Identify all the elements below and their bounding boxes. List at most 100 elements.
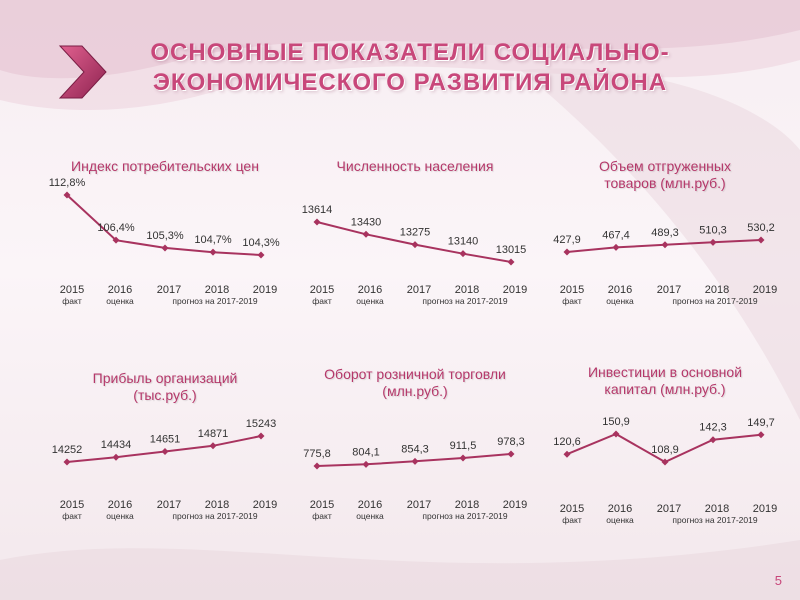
data-label: 13614 [302, 204, 333, 216]
data-point [257, 432, 265, 440]
chart-title-line: товаров (млн.руб.) [604, 175, 726, 191]
data-label: 978,3 [497, 436, 525, 448]
data-point [161, 448, 169, 456]
tick-label: 2018 [205, 284, 229, 296]
tick-label: 2019 [503, 499, 527, 511]
data-point [63, 191, 71, 199]
chevron-right-icon [58, 45, 107, 99]
data-point [507, 258, 515, 266]
tick-label: 2017 [157, 284, 181, 296]
period-note-estimate: оценка [356, 296, 384, 306]
period-note-estimate: оценка [606, 296, 634, 306]
data-point [362, 230, 370, 238]
data-point [161, 244, 169, 252]
chart-title: Объем отгруженных товаров (млн.руб.) [545, 158, 785, 192]
data-label: 510,3 [699, 224, 727, 236]
tick-label: 2015 [310, 499, 334, 511]
chart-title-line: Инвестиции в основной [587, 364, 743, 380]
tick-label: 2017 [657, 503, 681, 515]
data-label: 854,3 [401, 443, 429, 455]
data-point [257, 251, 265, 259]
chart-panel-1: Индекс потребительских цен 112,8% 2015 106,… [45, 150, 285, 320]
tick-label: 2019 [753, 503, 777, 515]
page-title-line-1: ОСНОВНЫЕ ПОКАЗАТЕЛИ СОЦИАЛЬНО- [150, 39, 670, 66]
tick-label: 2019 [753, 284, 777, 296]
chart-title-line: капитал (млн.руб.) [604, 381, 726, 397]
chart-title: Индекс потребительских цен [45, 158, 285, 175]
data-label: 489,3 [651, 227, 679, 239]
chart-title-line: Численность населения [336, 158, 494, 174]
period-note-forecast: прогноз на 2017-2019 [172, 296, 257, 306]
line-chart: 427,9 2015 467,4 2016 489,3 2017 510,3 2018 530,… [553, 222, 777, 306]
data-point [709, 436, 717, 444]
chart-title-line: Объем отгруженных [599, 158, 731, 174]
data-point [661, 458, 669, 466]
period-note-fact: факт [562, 515, 582, 525]
data-label: 427,9 [553, 234, 581, 246]
chart-panel-4: Прибыль организаций (тыс.руб.) 14252 2015 14… [45, 362, 285, 532]
data-label: 142,3 [699, 422, 727, 434]
data-point [411, 241, 419, 249]
period-note-estimate: оценка [606, 515, 634, 525]
period-note-forecast: прогноз на 2017-2019 [672, 515, 757, 525]
period-note-forecast: прогноз на 2017-2019 [172, 511, 257, 521]
data-label: 13275 [400, 227, 431, 239]
period-note-estimate: оценка [356, 511, 384, 521]
tick-label: 2016 [358, 499, 382, 511]
tick-label: 2018 [455, 284, 479, 296]
line-chart: 13614 2015 13430 2016 13275 2017 13140 2018 1301… [302, 204, 528, 306]
chart-title-line: Индекс потребительских цен [71, 158, 259, 174]
data-label: 104,7% [194, 234, 232, 246]
data-point [507, 450, 515, 458]
tick-label: 2019 [503, 284, 527, 296]
data-label: 13015 [496, 244, 527, 256]
tick-label: 2018 [455, 499, 479, 511]
data-point [757, 236, 765, 244]
data-point [757, 431, 765, 439]
data-label: 14871 [198, 428, 229, 440]
tick-label: 2018 [705, 503, 729, 515]
data-point [459, 454, 467, 462]
data-label: 14434 [101, 439, 132, 451]
data-point [459, 250, 467, 258]
data-point [661, 241, 669, 249]
tick-label: 2017 [157, 499, 181, 511]
tick-label: 2016 [608, 284, 632, 296]
data-label: 149,7 [747, 417, 775, 429]
data-point [112, 236, 120, 244]
period-note-estimate: оценка [106, 511, 134, 521]
period-note-fact: факт [562, 296, 582, 306]
chart-title: Прибыль организаций (тыс.руб.) [45, 370, 285, 404]
tick-label: 2018 [705, 284, 729, 296]
page-title-line-2: ЭКОНОМИЧЕСКОГО РАЗВИТИЯ РАЙОНА [152, 69, 668, 96]
period-note-forecast: прогноз на 2017-2019 [672, 296, 757, 306]
page-title: ОСНОВНЫЕ ПОКАЗАТЕЛИ СОЦИАЛЬНО- ЭКОНОМИЧЕ… [130, 38, 690, 98]
data-point [63, 458, 71, 466]
tick-label: 2017 [657, 284, 681, 296]
data-label: 14252 [52, 444, 83, 456]
period-note-fact: факт [62, 296, 82, 306]
data-point [112, 453, 120, 461]
period-note-forecast: прогноз на 2017-2019 [422, 296, 507, 306]
line-chart: 14252 2015 14434 2016 14651 2017 14871 2018 1524… [52, 418, 278, 521]
chart-panel-6: Инвестиции в основной капитал (млн.руб.) 1… [545, 362, 785, 532]
chart-title-line: Оборот розничной торговли [324, 366, 506, 382]
data-point [709, 238, 717, 246]
data-label: 804,1 [352, 446, 380, 458]
tick-label: 2016 [358, 284, 382, 296]
data-point [313, 218, 321, 226]
chart-panel-2: Численность населения 13614 2015 13430 2016 1… [295, 150, 535, 320]
data-point [612, 243, 620, 251]
data-label: 14651 [150, 434, 181, 446]
data-point [563, 248, 571, 256]
chart-panel-3: Объем отгруженных товаров (млн.руб.) 427,9… [545, 150, 785, 320]
tick-label: 2015 [60, 499, 84, 511]
data-label: 150,9 [602, 416, 630, 428]
data-label: 106,4% [97, 222, 135, 234]
period-note-estimate: оценка [106, 296, 134, 306]
line-chart: 775,8 2015 804,1 2016 854,3 2017 911,5 2018 978,… [303, 436, 527, 521]
tick-label: 2015 [560, 284, 584, 296]
chart-panel-5: Оборот розничной торговли (млн.руб.) 775,8… [295, 362, 535, 532]
tick-label: 2016 [108, 499, 132, 511]
